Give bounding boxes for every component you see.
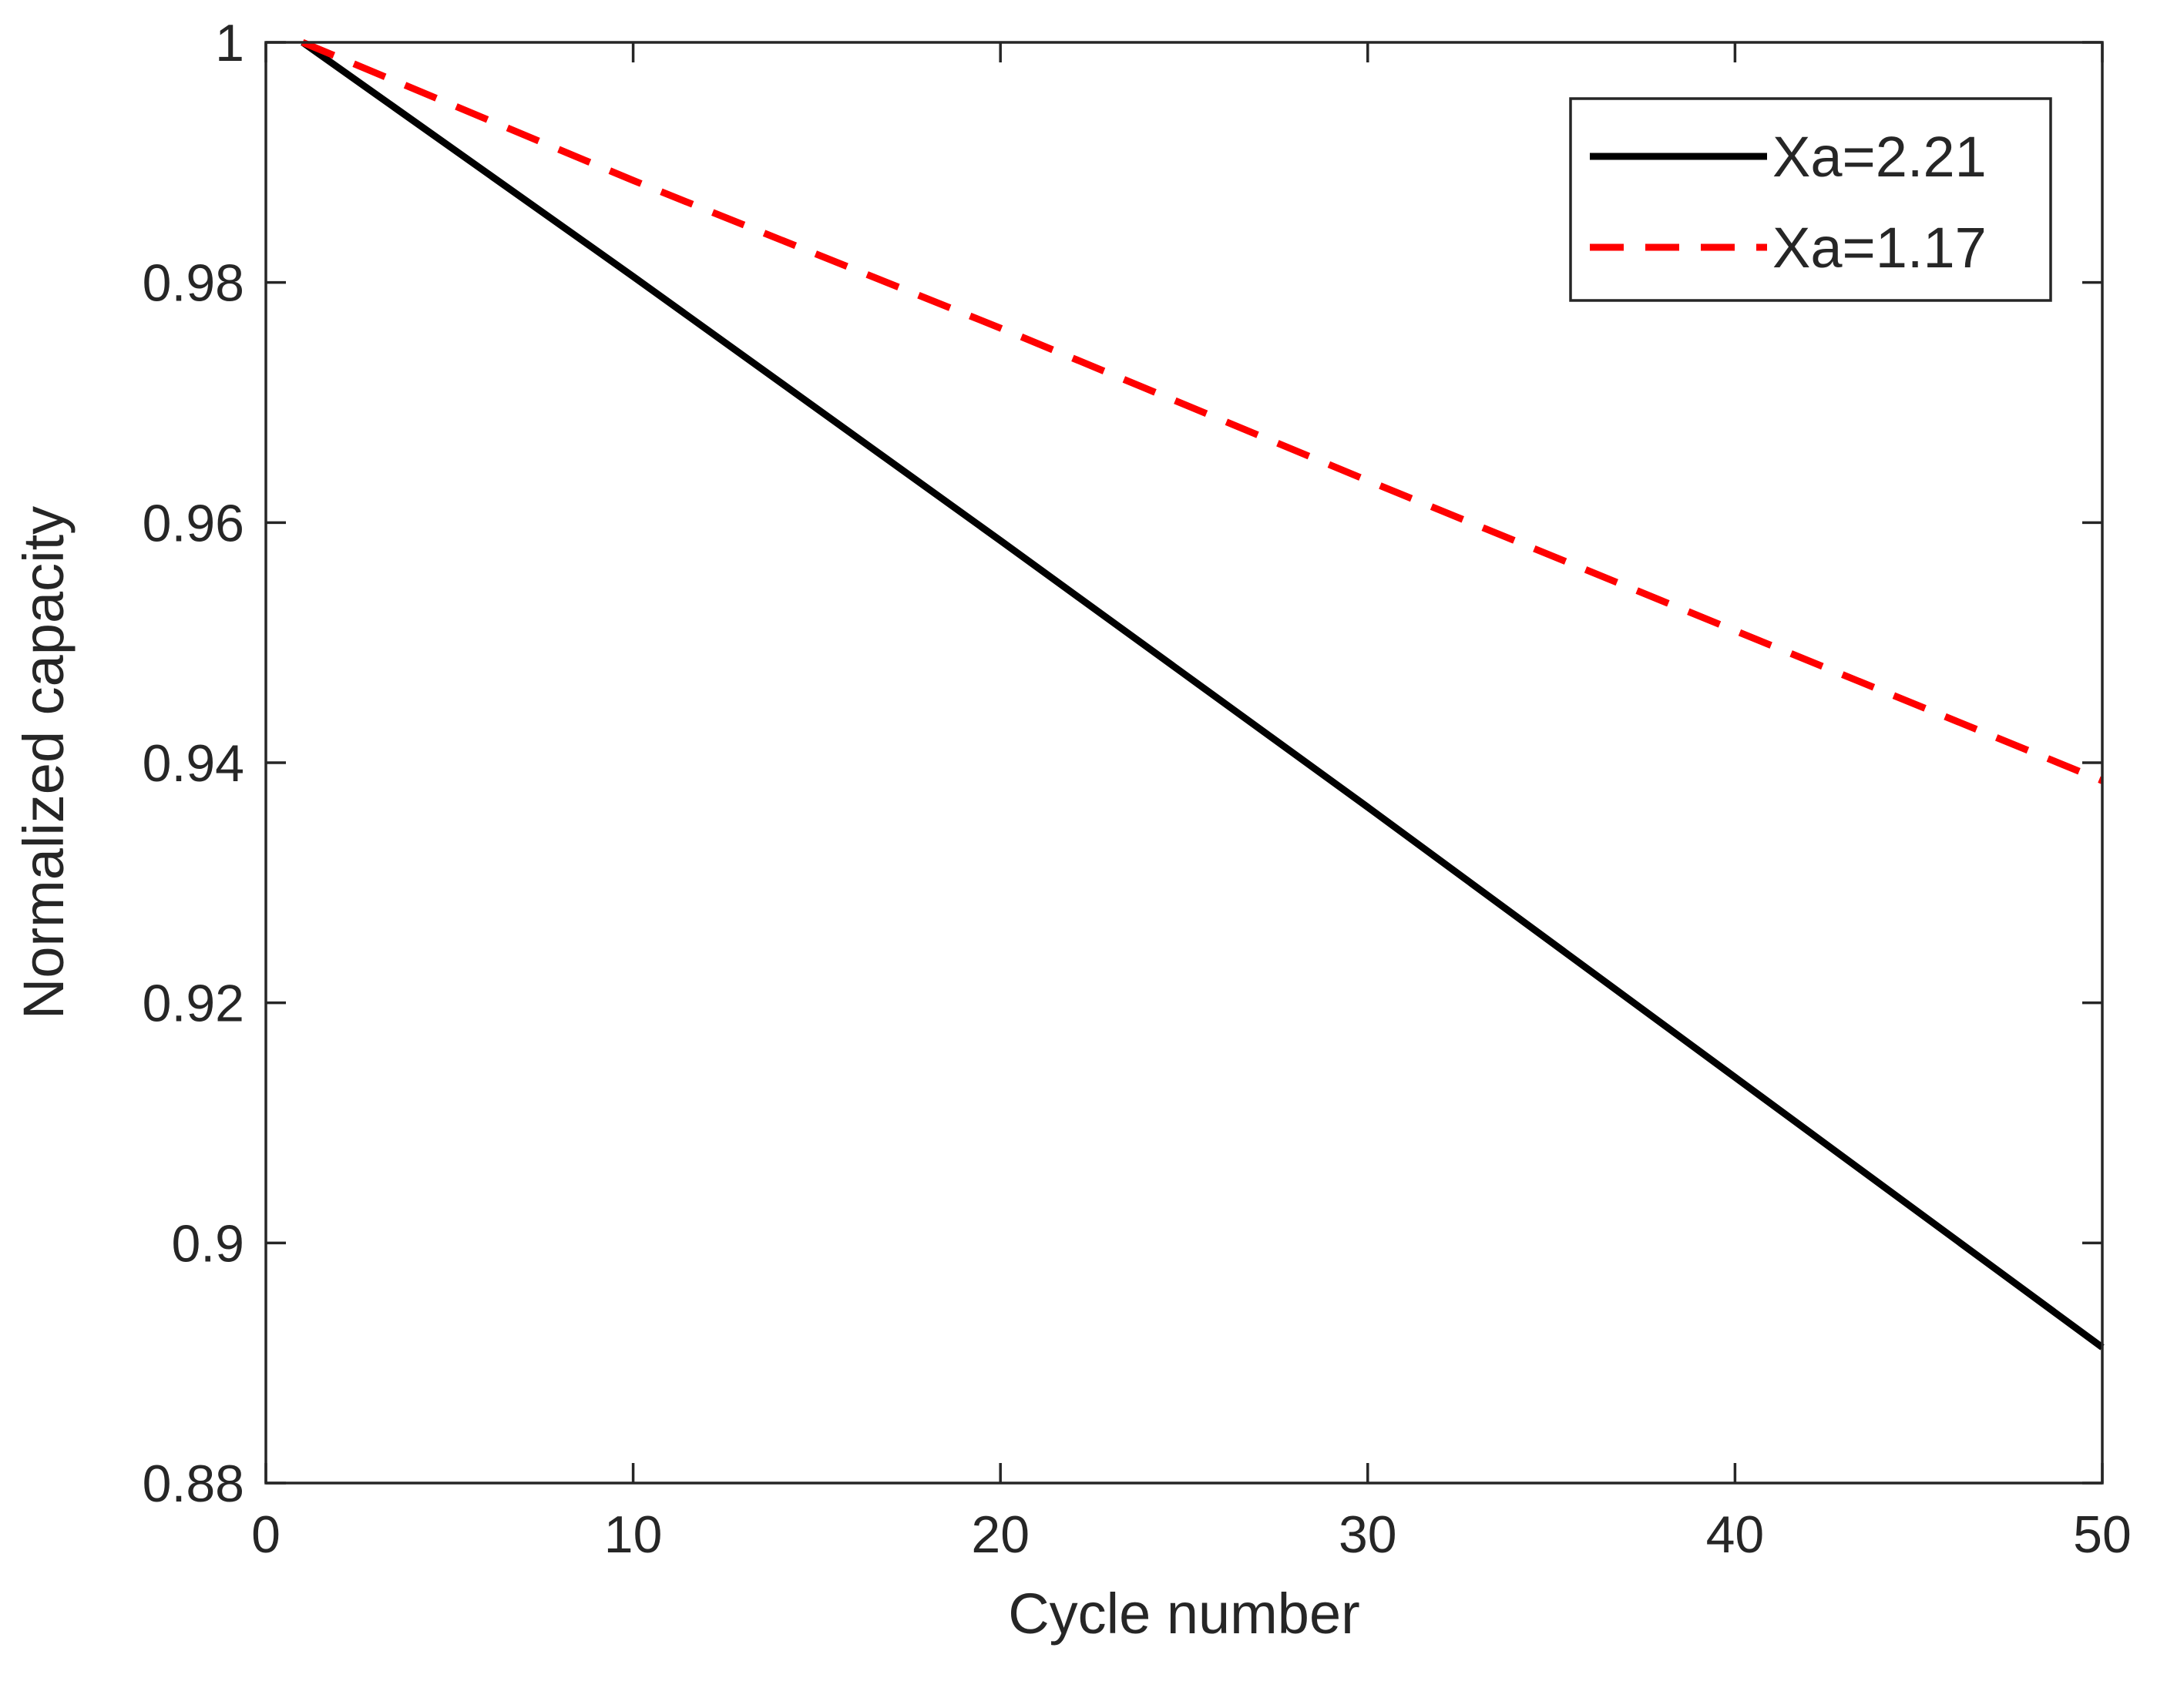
- legend-box: [1569, 97, 2052, 302]
- ticks-layer: 0 10 20 30 40 50 0.88 0.9 0.92 0.94 0.96 0.98 1: [143, 14, 2132, 1564]
- y-tick-label: 0.94: [143, 734, 244, 793]
- x-tick-label: 40: [1706, 1505, 1765, 1564]
- x-axis-label: Cycle number: [1008, 1582, 1360, 1646]
- x-tick-label: 10: [604, 1505, 663, 1564]
- legend: Xa=2.21 Xa=1.17: [1569, 97, 2052, 302]
- legend-label-1: Xa=2.21: [1772, 125, 1987, 189]
- x-tick-label: 50: [2073, 1505, 2132, 1564]
- series-layer: [301, 39, 2105, 1351]
- y-tick-label: 0.98: [143, 254, 244, 313]
- y-tick-label: 0.92: [143, 975, 244, 1033]
- y-tick-label: 0.96: [143, 494, 244, 552]
- y-tick-label: 1: [215, 14, 244, 72]
- x-tick-label: 20: [971, 1505, 1030, 1564]
- series-line-2: [301, 39, 2104, 784]
- x-tick-label: 0: [251, 1505, 281, 1564]
- x-tick-label: 30: [1339, 1505, 1397, 1564]
- y-tick-label: 0.88: [143, 1455, 244, 1513]
- y-axis-label: Normalized capacity: [12, 506, 76, 1019]
- series-line-1: [301, 39, 2105, 1351]
- legend-label-2: Xa=1.17: [1772, 216, 1987, 280]
- y-tick-label: 0.9: [171, 1214, 244, 1273]
